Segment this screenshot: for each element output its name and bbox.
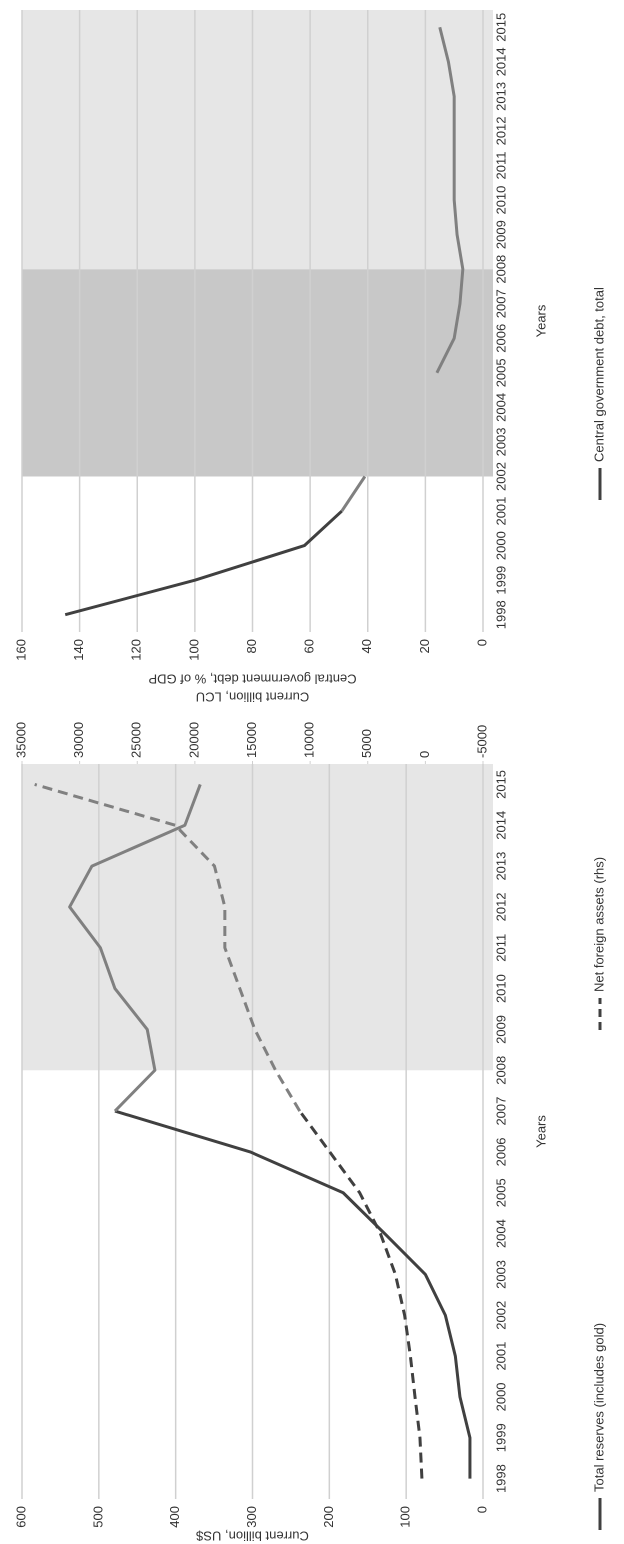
y-tick-label: 200 (321, 1506, 336, 1528)
y-tick-label: 40 (359, 639, 374, 653)
x-axis-title: Years (533, 304, 548, 337)
x-tick-label: 1998 (493, 600, 508, 629)
y-tick-label: 300 (244, 1506, 259, 1528)
y-tick-label: 0 (474, 639, 489, 646)
y2-tick-label: 15000 (244, 722, 259, 758)
x-tick-label: 2004 (493, 393, 508, 422)
y2-tick-label: 20000 (186, 722, 201, 758)
y-axis-title: Current billion, US$ (195, 1529, 308, 1544)
x-tick-label: 2014 (493, 47, 508, 76)
x-tick-label: 2011 (493, 934, 508, 962)
legend-label: Net foreign assets (rhs) (591, 857, 606, 992)
x-tick-label: 2007 (493, 289, 508, 318)
y-tick-label: 600 (13, 1506, 28, 1528)
x-tick-label: 2007 (493, 1097, 508, 1126)
x-tick-label: 2010 (493, 974, 508, 1003)
x-tick-label: 2005 (493, 1178, 508, 1207)
x-tick-label: 2010 (493, 186, 508, 215)
series-line (34, 782, 302, 1112)
y-tick-label: 160 (13, 639, 28, 661)
y-tick-label: 400 (167, 1506, 182, 1528)
series-line (340, 475, 367, 512)
x-tick-label: 2001 (493, 1342, 508, 1371)
x-tick-label: 2004 (493, 1219, 508, 1248)
x-tick-label: 2012 (493, 892, 508, 921)
y-axis-title: Central government debt, % of GDP (148, 672, 356, 687)
x-tick-label: 1999 (493, 1423, 508, 1452)
x-tick-label: 1999 (493, 566, 508, 595)
period-shade (22, 269, 493, 477)
x-tick-label: 2000 (493, 531, 508, 560)
series-line (114, 1109, 472, 1479)
x-tick-label: 2006 (493, 324, 508, 353)
x-tick-label: 2005 (493, 358, 508, 387)
series-line (68, 783, 202, 1113)
y2-axis-title: Current billion, LCU (196, 690, 309, 705)
x-tick-label: 2000 (493, 1382, 508, 1411)
y-tick-label: 500 (90, 1506, 105, 1528)
y2-tick-label: 10000 (302, 722, 317, 758)
legend-label: Central government debt, total (591, 287, 606, 462)
x-tick-label: 2011 (493, 152, 508, 180)
x-tick-label: 2015 (493, 13, 508, 42)
y-tick-label: 20 (417, 639, 432, 653)
legend-label: Total reserves (includes gold) (591, 1323, 606, 1492)
rotated-charts: 0100200300400500600-50000500010000150002… (13, 9, 606, 1544)
y2-tick-label: 0 (417, 751, 432, 758)
x-tick-label: 2001 (493, 497, 508, 526)
y2-tick-label: -5000 (474, 725, 489, 758)
y2-tick-label: 30000 (71, 722, 86, 758)
x-tick-label: 1998 (493, 1464, 508, 1493)
period-shade (22, 9, 493, 270)
x-tick-label: 2003 (493, 427, 508, 456)
series-line (435, 26, 465, 374)
y2-tick-label: 35000 (13, 722, 28, 758)
x-tick-label: 2009 (493, 220, 508, 249)
y2-tick-label: 25000 (129, 722, 144, 758)
x-tick-label: 2014 (493, 811, 508, 840)
x-tick-label: 2002 (493, 462, 508, 491)
x-axis-title: Years (533, 1115, 548, 1148)
y-tick-label: 140 (71, 639, 86, 661)
x-tick-label: 2013 (493, 82, 508, 111)
x-tick-label: 2008 (493, 255, 508, 284)
y-tick-label: 120 (129, 639, 144, 661)
period-shade (22, 764, 493, 1071)
series-line (64, 509, 343, 617)
x-tick-label: 2006 (493, 1137, 508, 1166)
x-tick-label: 2015 (493, 770, 508, 799)
x-tick-label: 2008 (493, 1056, 508, 1085)
x-tick-label: 2003 (493, 1260, 508, 1289)
x-tick-label: 2002 (493, 1301, 508, 1330)
x-tick-label: 2009 (493, 1015, 508, 1044)
x-tick-label: 2013 (493, 852, 508, 881)
x-tick-label: 2012 (493, 116, 508, 145)
y-tick-label: 100 (398, 1506, 413, 1528)
y-tick-label: 80 (244, 639, 259, 653)
y2-tick-label: 5000 (359, 729, 374, 758)
y-tick-label: 60 (302, 639, 317, 653)
y-tick-label: 100 (186, 639, 201, 661)
series-line (298, 1110, 424, 1479)
y-tick-label: 0 (474, 1506, 489, 1513)
